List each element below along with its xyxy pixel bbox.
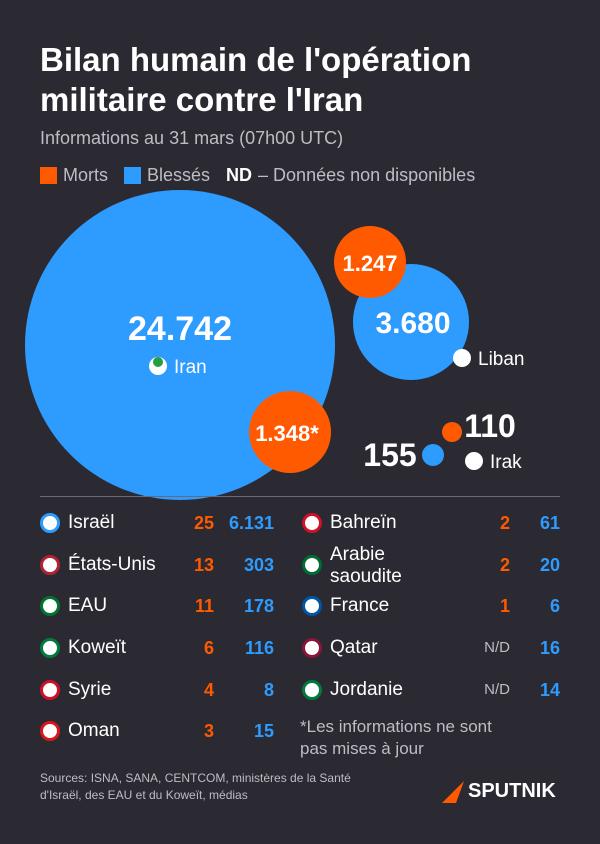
wounded: 116 (244, 638, 274, 658)
legend-label: Blessés (147, 165, 211, 185)
flag (40, 513, 60, 533)
killed: N/D (484, 681, 510, 698)
wounded: 6 (549, 596, 560, 616)
wounded: 20 (539, 555, 560, 575)
bubble (422, 444, 444, 466)
bubble (442, 422, 462, 442)
country: Oman (68, 720, 120, 741)
killed: 1 (499, 596, 510, 616)
killed: 13 (193, 555, 214, 575)
bubble (334, 226, 406, 298)
logo (442, 780, 464, 803)
legend-label: Morts (63, 165, 108, 185)
country: Syrie (68, 679, 112, 700)
wounded: 16 (539, 638, 560, 658)
flag (40, 680, 60, 700)
value: 155 (363, 437, 416, 473)
legend-swatch (40, 167, 57, 184)
title: Bilan humain de l'opération militaire co… (40, 41, 472, 118)
killed: 2 (499, 555, 510, 575)
legend-label: ND (226, 165, 253, 185)
flag (302, 680, 322, 700)
wounded: 303 (243, 555, 274, 575)
flag (40, 596, 60, 616)
killed: 2 (499, 513, 510, 533)
flag (453, 349, 471, 367)
country: États-Unis (68, 554, 156, 575)
wounded: 178 (243, 596, 274, 616)
flag (465, 452, 483, 470)
wounded: 14 (539, 680, 560, 700)
killed: 25 (193, 513, 214, 533)
legend-label: – Données non disponibles (258, 165, 476, 185)
country: Jordanie (330, 679, 403, 700)
sources: Sources: ISNA, SANA, CENTCOM, ministères… (40, 771, 351, 802)
value: 24.742 (128, 310, 232, 348)
killed: 4 (203, 680, 214, 700)
country: EAU (68, 595, 108, 616)
killed: 11 (194, 596, 214, 616)
country: Koweït (68, 637, 127, 658)
wounded: 15 (253, 721, 274, 741)
wounded: 61 (539, 513, 560, 533)
value: 110 (464, 408, 516, 444)
flag (40, 555, 60, 575)
flag (302, 596, 322, 616)
flag (302, 555, 322, 575)
value: 1.247 (342, 251, 397, 276)
killed: 6 (203, 638, 214, 658)
value: 1.348* (255, 421, 319, 446)
country: Liban (478, 349, 525, 370)
legend: Morts Blessés ND – Données non disponibl… (40, 165, 475, 186)
country: Arabie saoudite (330, 544, 402, 587)
killed: 3 (203, 721, 214, 741)
country: Qatar (330, 637, 378, 658)
bubbles: 24.742 1.348* 3.680 1.247 155 110 Iran L… (25, 190, 525, 500)
subtitle: Informations au 31 mars (07h00 UTC) (40, 128, 344, 148)
divider (40, 496, 560, 497)
killed: N/D (484, 639, 510, 656)
value: 3.680 (375, 307, 450, 340)
bubble (249, 391, 331, 473)
flag (302, 513, 322, 533)
brand: SPUTNIK (442, 780, 556, 803)
country: Bahreïn (330, 512, 397, 533)
flag (40, 638, 60, 658)
flag (40, 721, 60, 741)
legend-swatch (124, 167, 141, 184)
note: *Les informations ne sont pas mises à jo… (300, 717, 492, 758)
wounded: 6.131 (228, 513, 274, 533)
country: Iran (174, 357, 207, 378)
country: Irak (490, 452, 522, 473)
wounded: 8 (263, 680, 274, 700)
flag (153, 357, 163, 367)
brand-name: SPUTNIK (468, 780, 556, 802)
country: Israël (68, 512, 115, 533)
flag (302, 638, 322, 658)
country: France (330, 595, 390, 616)
